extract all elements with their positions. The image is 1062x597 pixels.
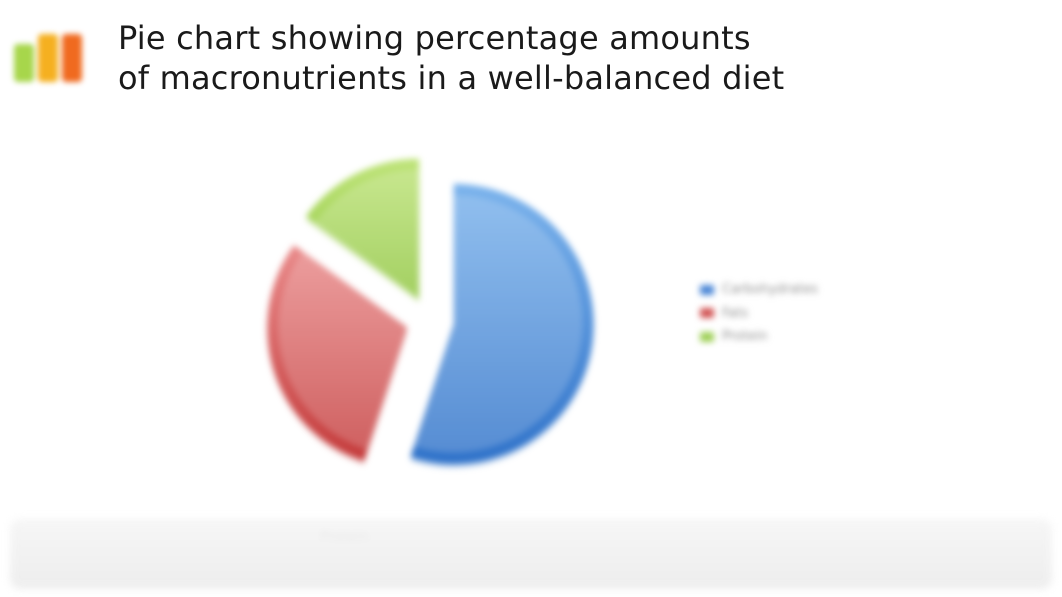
logo-bar [62,34,82,82]
chart-legend: Carbohydrates Fats Protein [700,280,818,351]
legend-swatch [700,332,714,342]
legend-item-carbohydrates: Carbohydrates [700,280,818,300]
logo-bar [38,34,58,82]
legend-item-fats: Fats [700,304,818,324]
pie-chart: Carbohydrates Fats Protein Carbohydrates Fa… [210,130,850,510]
logo-icon [14,32,88,82]
legend-item-protein: Protein [700,327,818,347]
legend-label: Carbohydrates [722,280,818,300]
pie-slice-highlight [278,252,407,450]
header: Pie chart showing percentage amounts of … [14,18,1042,98]
legend-swatch [700,285,714,295]
logo-bar [14,44,34,82]
legend-label: Fats [722,304,748,324]
footer-band [10,519,1052,589]
page-root: Pie chart showing percentage amounts of … [0,0,1062,597]
legend-label: Protein [722,327,768,347]
chart-title: Pie chart showing percentage amounts of … [118,18,784,98]
legend-swatch [700,308,714,318]
